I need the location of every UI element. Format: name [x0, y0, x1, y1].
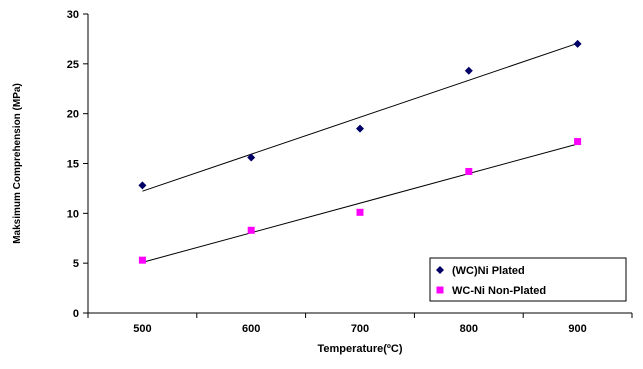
- data-point-non-plated: [465, 167, 473, 175]
- y-tick-label: 30: [67, 9, 79, 21]
- legend-item-non-plated: WC-Ni Non-Plated: [436, 285, 546, 297]
- y-tick-label: 0: [73, 308, 79, 320]
- data-point-plated: [464, 66, 473, 75]
- legend: (WC)Ni Plated WC-Ni Non-Plated: [429, 257, 627, 302]
- y-tick-label: 25: [67, 59, 79, 71]
- y-ticks: 0 5 10 15 20 25 30: [67, 9, 88, 320]
- data-points: [138, 39, 582, 264]
- x-tick-label: 900: [568, 323, 586, 335]
- data-point-non-plated: [247, 226, 255, 234]
- y-tick-label: 10: [67, 208, 79, 220]
- y-tick-label: 20: [67, 109, 79, 121]
- legend-label-plated: (WC)Ni Plated: [452, 265, 525, 277]
- y-tick-label: 15: [67, 159, 79, 171]
- x-tick-label: 500: [133, 323, 151, 335]
- data-point-non-plated: [356, 208, 364, 216]
- data-point-non-plated: [574, 138, 582, 146]
- legend-box: [429, 257, 627, 302]
- x-axis-title: Temperature(ºC): [317, 343, 402, 355]
- legend-marker-square-icon: [436, 286, 444, 294]
- x-tick-label: 600: [242, 323, 260, 335]
- y-axis-title: Maksimum Comprehension (MPa): [12, 83, 23, 244]
- x-ticks: 500 600 700 800 900: [87, 313, 633, 335]
- data-point-plated: [247, 153, 256, 162]
- x-tick-label: 800: [460, 323, 478, 335]
- data-point-plated: [356, 124, 364, 133]
- y-tick-label: 5: [73, 258, 79, 270]
- data-point-non-plated: [138, 256, 146, 264]
- x-tick-label: 700: [351, 323, 369, 335]
- data-point-plated: [138, 181, 147, 190]
- legend-item-plated: (WC)Ni Plated: [436, 265, 525, 277]
- trendline-0: [142, 42, 578, 192]
- legend-label-non-plated: WC-Ni Non-Plated: [452, 285, 546, 297]
- trendline-1: [142, 143, 578, 263]
- data-point-plated: [573, 39, 582, 48]
- legend-marker-diamond-icon: [436, 266, 444, 274]
- trendlines: [142, 42, 578, 263]
